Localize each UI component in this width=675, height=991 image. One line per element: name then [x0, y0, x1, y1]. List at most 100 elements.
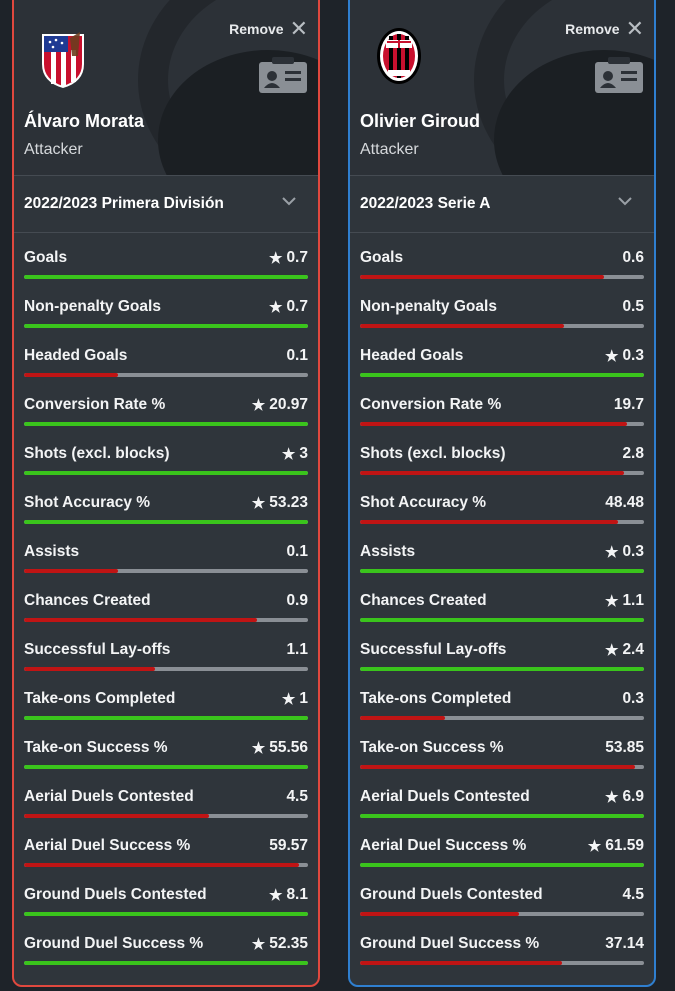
stat-bar-fill	[360, 422, 627, 426]
stat-value-group: 4.5	[622, 886, 644, 904]
stat-bar	[360, 618, 644, 622]
stat-bar-fill	[24, 324, 308, 328]
stat-label: Headed Goals	[360, 347, 464, 364]
stat-row: Goals ★ 0.7	[14, 233, 318, 282]
stat-bar-fill	[24, 373, 118, 377]
stat-row: Assists 0.1	[14, 527, 318, 576]
id-card-icon[interactable]	[258, 56, 308, 94]
stat-value: 1.1	[622, 592, 644, 609]
stat-bar-fill	[24, 912, 308, 916]
stat-value-group: 0.9	[286, 592, 308, 610]
stat-value: 59.57	[269, 837, 308, 854]
stat-bar	[24, 373, 308, 377]
stat-row: Headed Goals ★ 0.3	[350, 331, 654, 380]
stat-row: Non-penalty Goals 0.5	[350, 282, 654, 331]
stat-label: Chances Created	[24, 592, 151, 609]
player-position: Attacker	[360, 141, 419, 158]
season-select[interactable]: 2022/2023 Serie A	[350, 175, 654, 233]
stat-value-group: 37.14	[605, 935, 644, 953]
stat-row: Conversion Rate % ★ 20.97	[14, 380, 318, 429]
stat-label: Ground Duel Success %	[360, 935, 540, 952]
stat-value: 19.7	[613, 396, 644, 413]
chevron-down-icon	[618, 197, 632, 206]
stat-value-group: ★ 53.23	[252, 494, 308, 512]
stat-bar	[360, 667, 644, 671]
ac-milan-crest-icon	[377, 28, 421, 84]
stat-bar-fill	[360, 520, 619, 524]
stat-bar-fill	[24, 667, 155, 671]
star-icon: ★	[268, 250, 283, 267]
stat-bar	[24, 716, 308, 720]
stat-value-group: ★ 3	[282, 445, 308, 463]
remove-label: Remove	[229, 21, 284, 37]
remove-label: Remove	[565, 21, 620, 37]
stat-value-group: ★ 1.1	[605, 592, 644, 610]
stat-value-group: 59.57	[269, 837, 308, 855]
stat-bar-fill	[360, 618, 644, 622]
stat-value: 61.59	[605, 837, 644, 854]
star-icon: ★	[251, 397, 266, 414]
stat-row: Chances Created ★ 1.1	[350, 576, 654, 625]
stat-bar-fill	[24, 814, 209, 818]
stat-bar-fill	[24, 275, 308, 279]
stat-row: Ground Duel Success % ★ 52.35	[14, 919, 318, 968]
stat-label: Goals	[360, 249, 404, 266]
stat-bar-fill	[360, 373, 644, 377]
star-icon: ★	[251, 495, 266, 512]
stat-bar-fill	[360, 324, 565, 328]
stats-list: Goals ★ 0.7 Non-penalty Goals ★ 0.7 Headed Goa…	[14, 233, 318, 968]
season-label: 2022/2023 Primera División	[24, 195, 224, 212]
stat-value-group: ★ 0.3	[605, 543, 644, 561]
remove-button[interactable]: Remove ✕	[565, 18, 644, 40]
stat-value: 0.1	[286, 543, 308, 560]
stat-label: Ground Duel Success %	[24, 935, 204, 952]
stat-row: Shot Accuracy % 48.48	[350, 478, 654, 527]
stat-row: Ground Duels Contested ★ 8.1	[14, 870, 318, 919]
stat-bar-fill	[360, 471, 625, 475]
stat-value-group: ★ 52.35	[252, 935, 308, 953]
stat-row: Successful Lay-offs ★ 2.4	[350, 625, 654, 674]
stat-bar-fill	[24, 520, 308, 524]
player-card-left: Remove ✕ Álvaro Morata Attacker 2022/202…	[12, 0, 320, 987]
stat-value: 48.48	[605, 494, 644, 511]
stat-value: 0.7	[286, 298, 308, 315]
stat-value: 4.5	[622, 886, 644, 903]
stat-label: Successful Lay-offs	[24, 641, 171, 658]
stat-bar	[360, 814, 644, 818]
star-icon: ★	[268, 887, 283, 904]
stat-value-group: ★ 1	[282, 690, 308, 708]
stat-bar	[360, 471, 644, 475]
stat-bar	[24, 667, 308, 671]
stat-label: Assists	[360, 543, 416, 560]
stat-row: Chances Created 0.9	[14, 576, 318, 625]
stat-label: Shot Accuracy %	[24, 494, 151, 511]
stat-bar-fill	[24, 618, 257, 622]
stat-bar	[360, 324, 644, 328]
stat-value-group: ★ 2.4	[605, 641, 644, 659]
stat-bar-fill	[24, 765, 308, 769]
stat-bar-fill	[24, 863, 300, 867]
stat-bar	[360, 275, 644, 279]
stat-value: 52.35	[269, 935, 308, 952]
season-label: 2022/2023 Serie A	[360, 195, 491, 212]
season-select[interactable]: 2022/2023 Primera División	[14, 175, 318, 233]
star-icon: ★	[604, 348, 619, 365]
stat-value: 0.3	[622, 347, 644, 364]
stat-bar-fill	[360, 275, 605, 279]
stat-row: Aerial Duel Success % 59.57	[14, 821, 318, 870]
stat-value-group: ★ 8.1	[269, 886, 308, 904]
player-position: Attacker	[24, 141, 83, 158]
stat-bar	[360, 520, 644, 524]
stat-label: Ground Duels Contested	[360, 886, 543, 903]
stat-label: Non-penalty Goals	[360, 298, 497, 315]
id-card-icon[interactable]	[594, 56, 644, 94]
stat-label: Non-penalty Goals	[24, 298, 161, 315]
stat-bar	[360, 961, 644, 965]
remove-button[interactable]: Remove ✕	[229, 16, 308, 41]
close-icon: ✕	[289, 16, 308, 41]
star-icon: ★	[281, 446, 296, 463]
stat-bar-fill	[360, 667, 644, 671]
stat-label: Aerial Duels Contested	[24, 788, 194, 805]
player-name: Olivier Giroud	[360, 111, 481, 131]
stat-row: Non-penalty Goals ★ 0.7	[14, 282, 318, 331]
